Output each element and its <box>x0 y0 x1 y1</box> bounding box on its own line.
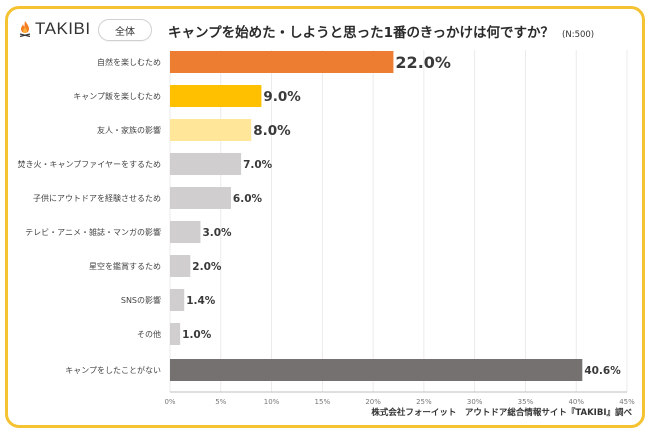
campfire-icon <box>19 21 31 37</box>
value-label: 8.0% <box>253 123 291 139</box>
chart-frame <box>5 6 645 428</box>
x-tick-label: 30% <box>467 398 483 406</box>
category-label: その他 <box>137 329 161 339</box>
value-label: 7.0% <box>243 159 273 171</box>
bar <box>170 323 181 345</box>
value-label: 1.0% <box>182 329 212 341</box>
bar <box>170 85 262 107</box>
sample-size: (N:500) <box>562 30 595 40</box>
bars <box>170 51 583 381</box>
category-label: キャンプをしたことがない <box>65 365 161 375</box>
category-label: 友人・家族の影響 <box>97 125 161 135</box>
category-label: 子供にアウトドアを経験させるため <box>33 193 161 203</box>
takibi-logo: TAKIBI <box>18 19 91 39</box>
category-label: 焚き火・キャンプファイヤーをするため <box>17 160 161 169</box>
value-label: 2.0% <box>192 261 222 273</box>
bar <box>170 221 201 243</box>
source-note: 株式会社フォーイット アウトドア総合情報サイト『TAKIBI』調べ <box>371 408 632 418</box>
bar <box>170 119 252 141</box>
x-tick-label: 45% <box>619 398 635 406</box>
chart-title: キャンプを始めた・しようと思った1番のきっかけは何ですか？ (N:500) <box>168 21 594 41</box>
bar <box>170 359 583 381</box>
x-tick-label: 35% <box>518 398 534 406</box>
value-label: 40.6% <box>584 365 621 377</box>
category-label: 自然を楽しむため <box>97 57 161 67</box>
bar <box>170 255 191 277</box>
x-axis-ticks: 0% 5% 10% 15% 20% 25% 30% 35% 40% 45% <box>164 398 635 406</box>
x-tick-label: 15% <box>315 398 331 406</box>
x-tick-label: 20% <box>365 398 381 406</box>
bar <box>170 289 185 311</box>
value-label: 1.4% <box>186 295 216 307</box>
x-tick-label: 25% <box>416 398 432 406</box>
category-label: 星空を鑑賞するため <box>89 261 161 271</box>
logo-text: TAKIBI <box>35 19 91 38</box>
value-label: 6.0% <box>233 193 263 205</box>
value-label: 22.0% <box>395 53 451 72</box>
category-labels: 自然を楽しむためキャンプ飯を楽しむため友人・家族の影響焚き火・キャンプファイヤー… <box>17 57 161 375</box>
x-tick-label: 0% <box>164 398 175 406</box>
bar <box>170 51 394 73</box>
bar <box>170 153 242 175</box>
bar <box>170 187 231 209</box>
value-label: 9.0% <box>263 89 301 105</box>
category-label: キャンプ飯を楽しむため <box>73 91 161 101</box>
x-tick-label: 5% <box>215 398 226 406</box>
value-labels: 22.0% 9.0% 8.0% 7.0% 6.0% 3.0% 2.0% 1.4% 1.0% 40.… <box>182 53 621 377</box>
x-tick-label: 40% <box>568 398 584 406</box>
category-label: テレビ・アニメ・雑誌・マンガの影響 <box>25 227 161 237</box>
x-tick-label: 10% <box>264 398 280 406</box>
title-text: キャンプを始めた・しようと思った1番のきっかけは何ですか？ <box>168 25 555 41</box>
category-label: SNSの影響 <box>121 295 161 305</box>
value-label: 3.0% <box>202 227 232 239</box>
segment-badge: 全体 <box>98 19 152 41</box>
